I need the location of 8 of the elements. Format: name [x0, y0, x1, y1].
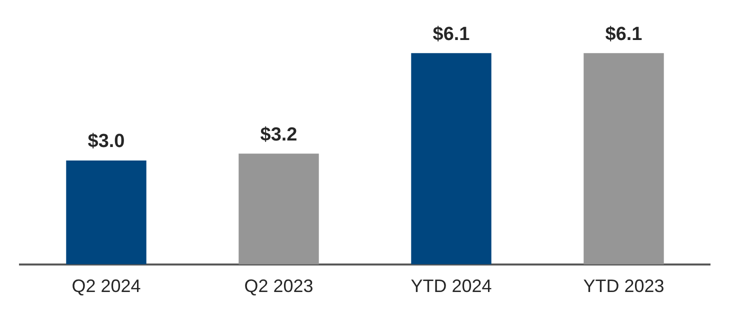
x-tick-label: YTD 2024	[410, 276, 492, 296]
x-tick-label: Q2 2024	[72, 276, 141, 296]
data-label: $3.0	[88, 131, 125, 152]
data-label: $6.1	[432, 24, 470, 45]
x-tick-label: YTD 2023	[583, 276, 664, 296]
data-label: $3.2	[260, 124, 298, 146]
x-tick-label: Q2 2023	[244, 276, 314, 296]
data-label: $6.1	[605, 24, 643, 45]
